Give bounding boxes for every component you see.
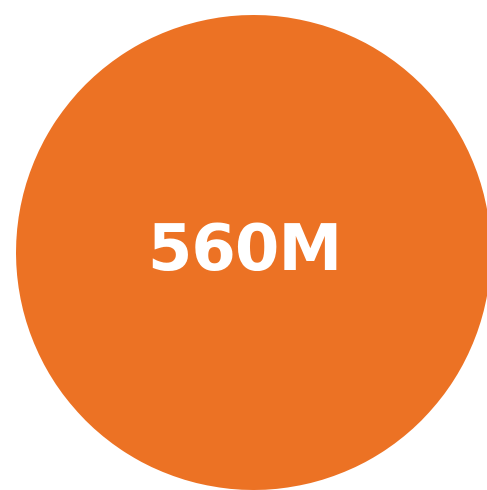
stat-value: 560M xyxy=(147,211,342,286)
stat-circle: 560M xyxy=(16,15,487,490)
